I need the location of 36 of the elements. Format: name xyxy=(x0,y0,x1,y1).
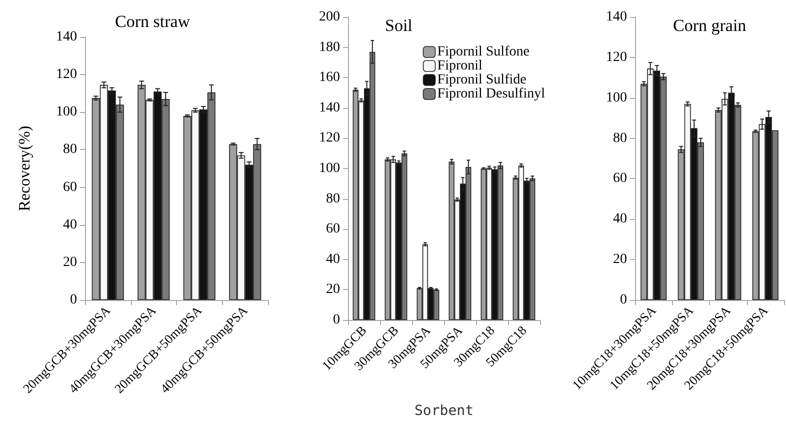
y-tick-label: 20 xyxy=(63,254,77,270)
y-tick-label: 0 xyxy=(620,292,627,308)
legend-label: Fipornil Sulfone xyxy=(437,44,530,60)
y-tick-label: 100 xyxy=(319,161,340,176)
y-tick-label: 60 xyxy=(613,171,627,186)
y-tick-label: 40 xyxy=(63,217,77,232)
y-tick-label: 140 xyxy=(319,100,340,116)
chart-title: Soil xyxy=(385,16,413,35)
chart-title: Corn straw xyxy=(115,12,191,31)
legend-label: Fipronil Desulfinyl xyxy=(437,86,546,102)
x-axis-title: Sorbent xyxy=(414,403,474,419)
y-tick-label: 120 xyxy=(319,130,340,146)
y-tick-label: 120 xyxy=(606,50,627,65)
y-tick-label: 200 xyxy=(319,10,340,24)
y-tick-label: 40 xyxy=(326,252,340,267)
y-tick-label: 80 xyxy=(63,142,77,158)
y-tick-label: 20 xyxy=(613,252,627,268)
y-tick-label: 140 xyxy=(56,30,77,44)
y-tick-label: 60 xyxy=(63,180,77,195)
y-tick-label: 0 xyxy=(70,292,77,308)
legend-label: Fipronil Sulfide xyxy=(437,72,526,88)
y-tick-label: 40 xyxy=(613,212,627,227)
y-tick-label: 140 xyxy=(606,10,627,24)
legend-label: Fipronil xyxy=(437,58,483,74)
y-tick-label: 60 xyxy=(326,222,340,237)
y-tick-label: 80 xyxy=(326,191,340,206)
y-axis-title: Recovery(%) xyxy=(16,126,34,212)
y-tick-label: 120 xyxy=(56,67,77,82)
y-tick-label: 100 xyxy=(56,104,77,120)
y-tick-label: 100 xyxy=(606,90,627,106)
y-tick-label: 180 xyxy=(319,40,340,55)
y-tick-label: 0 xyxy=(333,312,340,328)
y-tick-label: 20 xyxy=(326,282,340,298)
y-tick-label: 80 xyxy=(613,130,627,146)
y-tick-label: 160 xyxy=(319,70,340,86)
chart-title: Corn grain xyxy=(673,16,747,35)
